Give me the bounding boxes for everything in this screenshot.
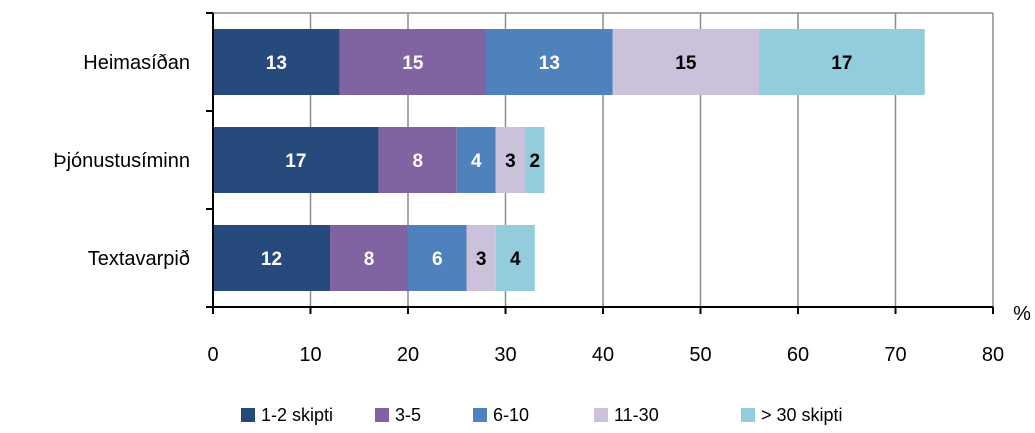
legend-label: > 30 skipti: [761, 405, 843, 425]
data-label: 4: [471, 151, 482, 172]
bar-segment: [213, 29, 340, 95]
bar-segment: [408, 225, 467, 291]
data-label: 17: [285, 151, 306, 172]
x-tick-label: 10: [299, 344, 321, 366]
x-tick-labels: 0 10 20 30 40 50 60 70 80: [207, 344, 1004, 366]
legend-swatch: [741, 408, 755, 422]
x-tick-label: 80: [982, 344, 1004, 366]
x-tick-label: 60: [787, 344, 809, 366]
data-label: 12: [261, 249, 282, 270]
category-label: Textavarpið: [88, 248, 190, 270]
category-labels: Heimasíðan Þjónustusíminn Textavarpið: [53, 52, 190, 270]
data-label: 3: [476, 249, 487, 270]
category-label: Heimasíðan: [83, 52, 190, 74]
bar-segment: [339, 29, 486, 95]
legend-swatch: [594, 408, 608, 422]
bar-segment: [495, 127, 525, 193]
bar-segment: [213, 225, 330, 291]
legend-label: 1-2 skipti: [261, 405, 333, 425]
data-label: 13: [539, 53, 560, 74]
x-tick-label: 70: [884, 344, 906, 366]
legend-label: 11-30: [614, 405, 659, 425]
category-label: Þjónustusíminn: [53, 150, 190, 172]
legend-swatch: [241, 408, 255, 422]
data-label: 13: [266, 53, 287, 74]
bar-segment: [213, 127, 379, 193]
legend-swatch: [473, 408, 487, 422]
data-label: 15: [402, 53, 424, 74]
data-label: 17: [831, 53, 852, 74]
legend: 1-2 skipti 3-5 6-10 11-30 > 30 skipti: [241, 405, 843, 425]
legend-label: 6-10: [493, 405, 529, 425]
x-tick-label: 40: [592, 344, 614, 366]
bar-segment: [759, 29, 925, 95]
x-tick-label: 20: [397, 344, 419, 366]
x-axis-unit-label: %: [1013, 303, 1031, 325]
data-label: 6: [432, 249, 443, 270]
data-label: 15: [675, 53, 697, 74]
bar-segment: [525, 127, 545, 193]
x-tick-label: 0: [207, 344, 218, 366]
bar-segment: [456, 127, 496, 193]
bar-segment: [466, 225, 496, 291]
x-tick-label: 50: [689, 344, 711, 366]
bar-segment: [612, 29, 759, 95]
data-label: 8: [412, 151, 423, 172]
data-label: 2: [529, 151, 540, 172]
legend-label: 3-5: [395, 405, 421, 425]
bar-segment: [330, 225, 408, 291]
bar-segment: [495, 225, 535, 291]
x-tick-label: 30: [494, 344, 516, 366]
data-label: 3: [505, 151, 516, 172]
data-label: 4: [510, 249, 521, 270]
legend-swatch: [375, 408, 389, 422]
bar-segment: [378, 127, 457, 193]
data-label: 8: [364, 249, 375, 270]
axes: [206, 12, 994, 314]
bar-segment: [486, 29, 613, 95]
